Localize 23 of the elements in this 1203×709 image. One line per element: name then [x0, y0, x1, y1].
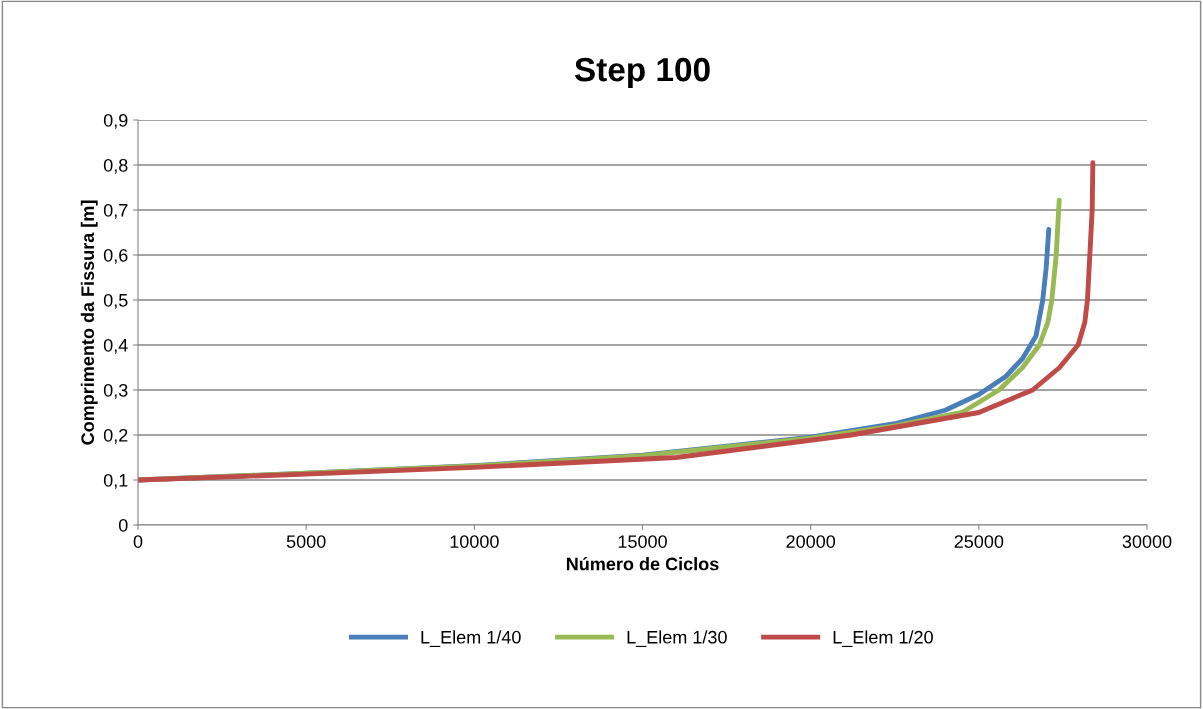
- legend-label: L_Elem 1/20: [833, 630, 933, 648]
- y-tick-label: 0,9: [103, 113, 128, 129]
- y-tick-label: 0,2: [103, 428, 128, 444]
- chart-title: Step 100: [574, 57, 710, 89]
- x-tick-label: 25000: [954, 535, 1004, 548]
- y-tick-label: 0,7: [103, 203, 128, 219]
- y-tick-label: 0,4: [103, 338, 128, 354]
- x-tick-label: 5000: [286, 535, 326, 548]
- y-tick-label: 0,6: [103, 248, 128, 264]
- y-tick-label: 0,8: [103, 158, 128, 174]
- y-tick-label: 0,3: [103, 383, 128, 399]
- x-tick-label: 10000: [450, 535, 499, 548]
- legend-label: L_Elem 1/30: [627, 630, 727, 648]
- y-tick-label: 0,1: [103, 473, 128, 489]
- x-tick-label: 20000: [786, 535, 836, 548]
- x-tick-label: 30000: [1122, 535, 1172, 548]
- y-axis-title: Comprimento da Fissura [m]: [80, 200, 98, 445]
- x-axis-title: Número de Ciclos: [566, 556, 719, 571]
- y-tick-label: 0: [118, 518, 128, 532]
- y-tick-label: 0,5: [103, 293, 128, 309]
- x-tick-label: 15000: [618, 535, 667, 548]
- x-tick-label: 0: [133, 535, 143, 548]
- legend-label: L_Elem 1/40: [421, 630, 521, 648]
